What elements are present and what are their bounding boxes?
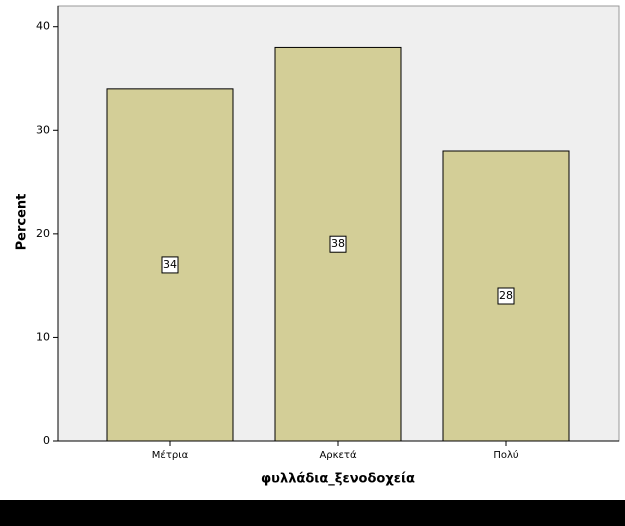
- value-label: 28: [499, 289, 513, 302]
- value-label-box: [161, 256, 179, 274]
- y-tick-label: 0: [43, 434, 50, 447]
- y-tick-label: 10: [36, 330, 50, 343]
- y-tick-label: 40: [36, 20, 50, 33]
- value-label: 34: [163, 258, 177, 271]
- x-tick-label: Αρκετά: [319, 449, 357, 461]
- x-tick-label: Μέτρια: [152, 449, 189, 461]
- bar: [274, 46, 402, 442]
- value-label-box: [329, 235, 347, 253]
- y-axis-label: Percent: [15, 194, 30, 251]
- x-tick-label: Πολύ: [493, 449, 519, 461]
- y-tick-label: 20: [36, 227, 50, 240]
- x-axis-label: φυλλάδια_ξενοδοχεία: [261, 472, 415, 487]
- value-label-box: [497, 287, 515, 305]
- footer-bar: [0, 500, 625, 526]
- y-tick-label: 30: [36, 123, 50, 136]
- value-label: 38: [331, 237, 345, 250]
